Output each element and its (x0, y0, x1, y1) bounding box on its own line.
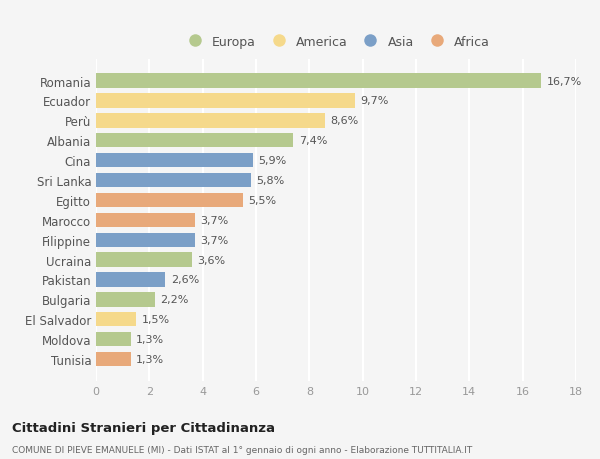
Text: Cittadini Stranieri per Cittadinanza: Cittadini Stranieri per Cittadinanza (12, 421, 275, 434)
Text: 3,7%: 3,7% (200, 235, 228, 245)
Bar (96, 313, 136, 327)
Text: 9,7%: 9,7% (360, 96, 388, 106)
Bar (96, 253, 192, 267)
Bar (96, 213, 194, 228)
Bar (96, 352, 131, 366)
Text: COMUNE DI PIEVE EMANUELE (MI) - Dati ISTAT al 1° gennaio di ogni anno - Elaboraz: COMUNE DI PIEVE EMANUELE (MI) - Dati IST… (12, 445, 472, 454)
Text: 16,7%: 16,7% (547, 77, 582, 86)
Bar (96, 174, 251, 188)
Text: 1,3%: 1,3% (136, 335, 164, 344)
Text: 5,8%: 5,8% (256, 176, 284, 185)
Bar (96, 292, 155, 307)
Text: 5,5%: 5,5% (248, 196, 276, 206)
Bar (96, 74, 541, 89)
Text: 1,3%: 1,3% (136, 354, 164, 364)
Bar (96, 233, 194, 247)
Bar (96, 154, 253, 168)
Text: 2,2%: 2,2% (160, 295, 188, 305)
Text: 3,6%: 3,6% (197, 255, 226, 265)
Text: 1,5%: 1,5% (142, 314, 169, 325)
Bar (96, 273, 166, 287)
Text: 2,6%: 2,6% (170, 275, 199, 285)
Text: 5,9%: 5,9% (259, 156, 287, 166)
Bar (96, 332, 131, 347)
Legend: Europa, America, Asia, Africa: Europa, America, Asia, Africa (177, 31, 495, 54)
Text: 7,4%: 7,4% (299, 136, 327, 146)
Text: 3,7%: 3,7% (200, 215, 228, 225)
Bar (96, 114, 325, 128)
Bar (96, 134, 293, 148)
Text: 8,6%: 8,6% (331, 116, 359, 126)
Bar (96, 94, 355, 108)
Bar (96, 193, 242, 207)
